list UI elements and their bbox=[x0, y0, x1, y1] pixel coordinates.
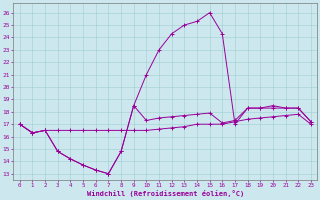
X-axis label: Windchill (Refroidissement éolien,°C): Windchill (Refroidissement éolien,°C) bbox=[87, 190, 244, 197]
